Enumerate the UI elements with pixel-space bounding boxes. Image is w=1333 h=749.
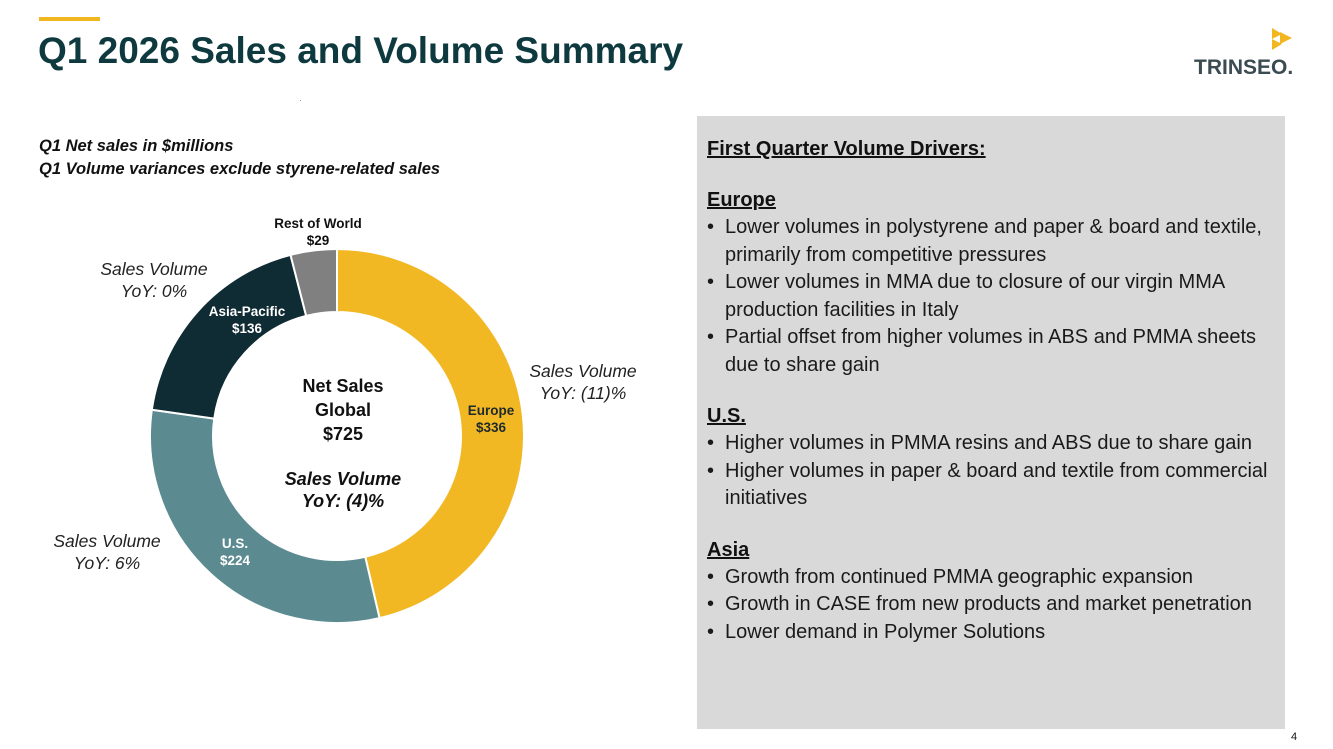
page-number: 4	[1291, 731, 1298, 743]
segment-name-asia-pacific: Asia-Pacific	[208, 304, 286, 319]
net-sales-donut-chart: Net Sales Global $725 Sales Volume YoY: …	[32, 215, 658, 624]
volume-asia-pacific-line-1: Sales Volume	[100, 259, 208, 279]
segment-name-rest-of-world: Rest of World	[274, 216, 362, 231]
segment-label-rest-of-world: Rest of World $29	[258, 215, 378, 249]
list-item: Growth from continued PMMA geographic ex…	[707, 564, 1285, 592]
list-item: Higher volumes in PMMA resins and ABS du…	[707, 430, 1285, 458]
donut-svg	[149, 247, 525, 624]
page-title: Q1 2026 Sales and Volume Summary	[38, 30, 684, 71]
trinseo-logo-text: TRINSEO.	[1194, 56, 1294, 79]
center-total-value: $725	[322, 424, 364, 444]
volume-label-asia-pacific: Sales Volume YoY: 0%	[79, 258, 229, 302]
stray-dot	[300, 100, 301, 101]
europe-bullet-list: Lower volumes in polystyrene and paper &…	[707, 214, 1285, 379]
volume-drivers-panel: First Quarter Volume Drivers: Europe Low…	[697, 116, 1285, 729]
donut-segment-europe	[336, 247, 525, 620]
donut-segment-u-s	[149, 408, 381, 624]
segment-value-rest-of-world: $29	[306, 233, 330, 248]
trinseo-logo: TRINSEO.	[1192, 26, 1302, 80]
segment-name-us: U.S.	[221, 536, 249, 551]
volume-europe-line-1: Sales Volume	[529, 361, 637, 381]
list-item: Higher volumes in paper & board and text…	[707, 458, 1285, 513]
region-heading-us: U.S.	[707, 405, 746, 427]
segment-label-asia-pacific: Asia-Pacific $136	[197, 303, 297, 337]
center-line-1: Net Sales	[302, 376, 384, 396]
us-bullet-list: Higher volumes in PMMA resins and ABS du…	[707, 430, 1285, 513]
volume-drivers-heading: First Quarter Volume Drivers:	[707, 138, 986, 160]
volume-asia-pacific-line-2: YoY: 0%	[120, 281, 188, 301]
volume-us-line-1: Sales Volume	[53, 531, 161, 551]
trinseo-logo-mark-icon	[1272, 28, 1292, 50]
list-item: Lower volumes in polystyrene and paper &…	[707, 214, 1285, 269]
volume-europe-line-2: YoY: (11)%	[539, 383, 627, 403]
segment-name-europe: Europe	[467, 403, 515, 418]
list-item: Lower demand in Polymer Solutions	[707, 619, 1285, 647]
center-net-sales-label: Net Sales Global $725	[263, 374, 423, 446]
donut-segment-rest-of-world	[289, 247, 338, 318]
segment-label-us: U.S. $224	[195, 535, 275, 569]
region-heading-europe: Europe	[707, 189, 776, 211]
list-item: Growth in CASE from new products and mar…	[707, 591, 1285, 619]
note-volume-exclusion: Q1 Volume variances exclude styrene-rela…	[39, 160, 441, 178]
asia-bullet-list: Growth from continued PMMA geographic ex…	[707, 564, 1285, 647]
segment-value-us: $224	[219, 553, 251, 568]
volume-label-europe: Sales Volume YoY: (11)%	[508, 360, 658, 404]
center-line-2: Global	[314, 400, 371, 420]
title-accent-bar	[39, 17, 100, 21]
center-volume-label: Sales Volume YoY: (4)%	[243, 468, 443, 512]
volume-label-us: Sales Volume YoY: 6%	[32, 530, 182, 574]
region-heading-asia: Asia	[707, 538, 750, 561]
center-volume-line-1: Sales Volume	[284, 469, 402, 489]
segment-value-europe: $336	[475, 420, 507, 435]
note-net-sales-units: Q1 Net sales in $millions	[39, 137, 234, 155]
volume-us-line-2: YoY: 6%	[73, 553, 141, 573]
list-item: Lower volumes in MMA due to closure of o…	[707, 269, 1285, 324]
segment-value-asia-pacific: $136	[231, 321, 263, 336]
segment-label-europe: Europe $336	[451, 402, 531, 436]
center-volume-line-2: YoY: (4)%	[301, 491, 385, 511]
list-item: Partial offset from higher volumes in AB…	[707, 324, 1285, 379]
